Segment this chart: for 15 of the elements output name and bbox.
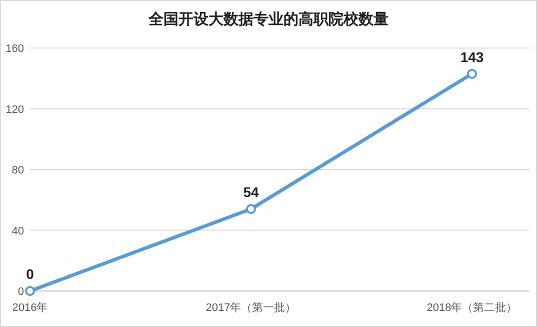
data-label: 54 [243, 184, 259, 200]
point [467, 68, 477, 79]
data-label: 0 [26, 266, 34, 282]
y-tick-label: 160 [6, 43, 24, 55]
x-tick-label: 2017年（第一批） [206, 302, 296, 314]
y-tick-label: 40 [12, 225, 24, 238]
point [246, 204, 256, 214]
chart-title: 全国开设大数据专业的高职院校数量 [148, 10, 388, 28]
x-tick-label: 2018年（第二批） [426, 302, 518, 314]
data-label: 143 [460, 48, 484, 65]
x-tick-label: 2016年 [12, 302, 48, 314]
y-tick-label: 80 [12, 164, 24, 176]
y-tick-label: 0 [18, 286, 24, 298]
point [25, 286, 35, 296]
y-tick-label: 120 [6, 104, 24, 116]
